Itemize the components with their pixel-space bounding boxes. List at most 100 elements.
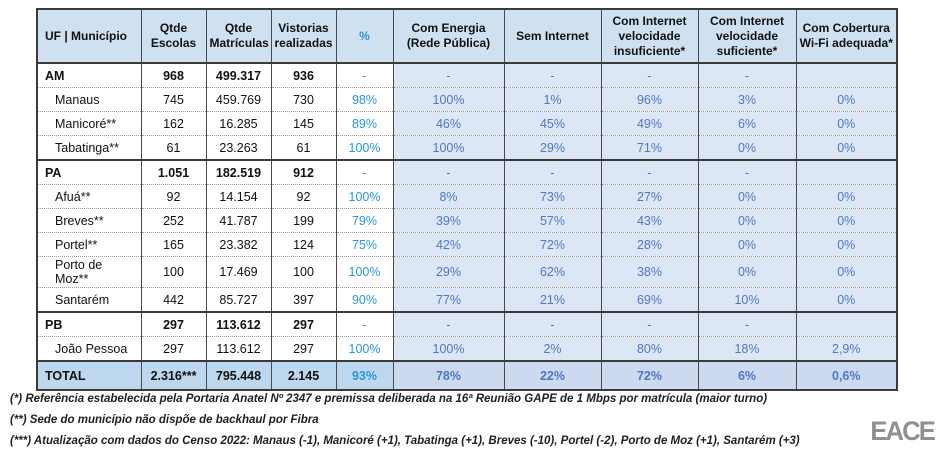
cell-com-cobertura-wi-fi-adequada: 0% <box>795 256 897 288</box>
cell-qtde-escolas: 162 <box>140 111 206 136</box>
cell-qtde-escolas: 1.051 <box>140 159 206 185</box>
cell-com-energia-rede-p-blica: 42% <box>392 232 504 257</box>
cell-qtde-matr-culas: 14.154 <box>205 184 271 209</box>
cell-vistorias-realizadas: 199 <box>270 208 336 233</box>
cell-sem-internet: - <box>503 159 601 185</box>
cell-qtde-escolas: 61 <box>140 135 206 160</box>
cell-qtde-escolas: 297 <box>140 311 206 337</box>
cell-com-internet-velocidade-insuficiente: 49% <box>600 111 698 136</box>
cell-com-energia-rede-p-blica: - <box>392 311 504 337</box>
table-header: UF | Município Qtde Escolas Qtde Matrícula… <box>36 9 897 64</box>
cell-com-cobertura-wi-fi-adequada: 0,6% <box>795 360 897 390</box>
row-label: PA <box>36 159 141 185</box>
cell-qtde-matr-culas: 41.787 <box>205 208 271 233</box>
row-label: TOTAL <box>36 360 141 390</box>
cell-vistorias-realizadas: 297 <box>270 311 336 337</box>
cell-qtde-matr-culas: 17.469 <box>205 256 271 288</box>
cell-com-cobertura-wi-fi-adequada <box>795 62 897 88</box>
table-row-jo-o-pessoa: João Pessoa 297 113.612 297 100% 100% 2% 80% 18%… <box>36 336 897 361</box>
column-header-com-energia-rede-p-blica: Com Energia (Rede Pública) <box>392 9 504 64</box>
cell-qtde-escolas: 252 <box>140 208 206 233</box>
cell-com-internet-velocidade-suficiente: 6% <box>697 360 796 390</box>
table-row-tabatinga: Tabatinga** 61 23.263 61 100% 100% 29% 71% 0% 0% <box>36 135 897 160</box>
cell-qtde-matr-culas: 459.769 <box>205 87 271 112</box>
row-label: Afuá** <box>36 184 141 209</box>
cell-cell: 100% <box>335 135 393 160</box>
cell-com-internet-velocidade-suficiente: 3% <box>697 87 796 112</box>
cell-qtde-escolas: 745 <box>140 87 206 112</box>
cell-vistorias-realizadas: 730 <box>270 87 336 112</box>
cell-com-internet-velocidade-insuficiente: - <box>600 311 698 337</box>
cell-qtde-matr-culas: 16.285 <box>205 111 271 136</box>
cell-cell: 100% <box>335 184 393 209</box>
cell-sem-internet: 29% <box>503 135 601 160</box>
cell-com-cobertura-wi-fi-adequada: 0% <box>795 208 897 233</box>
cell-qtde-matr-culas: 113.612 <box>205 311 271 337</box>
cell-sem-internet: 1% <box>503 87 601 112</box>
cell-com-internet-velocidade-suficiente: 0% <box>697 184 796 209</box>
cell-com-internet-velocidade-suficiente: 0% <box>697 135 796 160</box>
cell-cell: 89% <box>335 111 393 136</box>
cell-com-internet-velocidade-suficiente: 18% <box>697 336 796 361</box>
column-header-com-internet-velocidade-insuficiente: Com Internet velocidade insuficiente* <box>600 9 698 64</box>
cell-com-energia-rede-p-blica: 8% <box>392 184 504 209</box>
table-row-am: AM 968 499.317 936- - - - - <box>36 62 897 88</box>
cell-vistorias-realizadas: 92 <box>270 184 336 209</box>
cell-com-cobertura-wi-fi-adequada: 0% <box>795 111 897 136</box>
cell-com-internet-velocidade-insuficiente: 43% <box>600 208 698 233</box>
column-header-vistorias-realizadas: Vistorias realizadas <box>270 9 336 64</box>
cell-vistorias-realizadas: 145 <box>270 111 336 136</box>
cell-cell: 100% <box>335 336 393 361</box>
footnote-1: (*) Referência estabelecida pela Portari… <box>10 393 768 405</box>
cell-com-internet-velocidade-insuficiente: - <box>600 159 698 185</box>
cell-com-internet-velocidade-insuficiente: 38% <box>600 256 698 288</box>
cell-com-internet-velocidade-suficiente: 0% <box>697 232 796 257</box>
table-row-breves: Breves** 252 41.787 199 79% 39% 57% 43% 0% 0% <box>36 208 897 233</box>
row-label: Portel** <box>36 232 141 257</box>
table-row-pb: PB 297 113.612 297- - - - - <box>36 311 897 337</box>
row-label: Breves** <box>36 208 141 233</box>
cell-sem-internet: 73% <box>503 184 601 209</box>
column-header-qtde-escolas: Qtde Escolas <box>140 9 206 64</box>
cell-qtde-matr-culas: 23.382 <box>205 232 271 257</box>
cell-com-cobertura-wi-fi-adequada: 2,9% <box>795 336 897 361</box>
cell-com-energia-rede-p-blica: 39% <box>392 208 504 233</box>
row-label: Manaus <box>36 87 141 112</box>
column-header-com-internet-velocidade-suficiente: Com Internet velocidade suficiente* <box>697 9 796 64</box>
cell-sem-internet: 21% <box>503 287 601 312</box>
table-row-afu: Afuá** 92 14.154 92 100% 8% 73% 27% 0% 0% <box>36 184 897 209</box>
row-label: AM <box>36 62 141 88</box>
cell-com-energia-rede-p-blica: 29% <box>392 256 504 288</box>
cell-com-energia-rede-p-blica: 100% <box>392 336 504 361</box>
header-row: UF | Município Qtde Escolas Qtde Matrícula… <box>36 9 897 64</box>
cell-com-energia-rede-p-blica: 100% <box>392 135 504 160</box>
cell-cell: 79% <box>335 208 393 233</box>
cell-com-internet-velocidade-insuficiente: 27% <box>600 184 698 209</box>
row-label: Santarém <box>36 287 141 312</box>
table-row-santar-m: Santarém 442 85.727 397 90% 77% 21% 69% 10% 0% <box>36 287 897 312</box>
cell-com-internet-velocidade-suficiente: 6% <box>697 111 796 136</box>
column-header-sem-internet: Sem Internet <box>503 9 601 64</box>
cell-sem-internet: 2% <box>503 336 601 361</box>
table-row-manaus: Manaus 745 459.769 730 98% 100% 1% 96% 3% 0% <box>36 87 897 112</box>
cell-vistorias-realizadas: 912 <box>270 159 336 185</box>
cell-com-cobertura-wi-fi-adequada: 0% <box>795 135 897 160</box>
cell-com-cobertura-wi-fi-adequada <box>795 311 897 337</box>
cell-sem-internet: 72% <box>503 232 601 257</box>
cell-cell: 90% <box>335 287 393 312</box>
cell-sem-internet: 62% <box>503 256 601 288</box>
cell-sem-internet: 22% <box>503 360 601 390</box>
cell-com-cobertura-wi-fi-adequada: 0% <box>795 184 897 209</box>
cell-vistorias-realizadas: 2.145 <box>270 360 336 390</box>
table-row-pa: PA 1.051 182.519 912- - - - - <box>36 159 897 185</box>
cell-qtde-matr-culas: 795.448 <box>205 360 271 390</box>
cell-com-internet-velocidade-insuficiente: 28% <box>600 232 698 257</box>
cell-com-internet-velocidade-suficiente: - <box>697 62 796 88</box>
row-label: Manicoré** <box>36 111 141 136</box>
cell-sem-internet: - <box>503 311 601 337</box>
cell-com-internet-velocidade-insuficiente: 71% <box>600 135 698 160</box>
cell-vistorias-realizadas: 397 <box>270 287 336 312</box>
cell-com-energia-rede-p-blica: 78% <box>392 360 504 390</box>
cell-qtde-matr-culas: 23.263 <box>205 135 271 160</box>
cell-qtde-escolas: 297 <box>140 336 206 361</box>
